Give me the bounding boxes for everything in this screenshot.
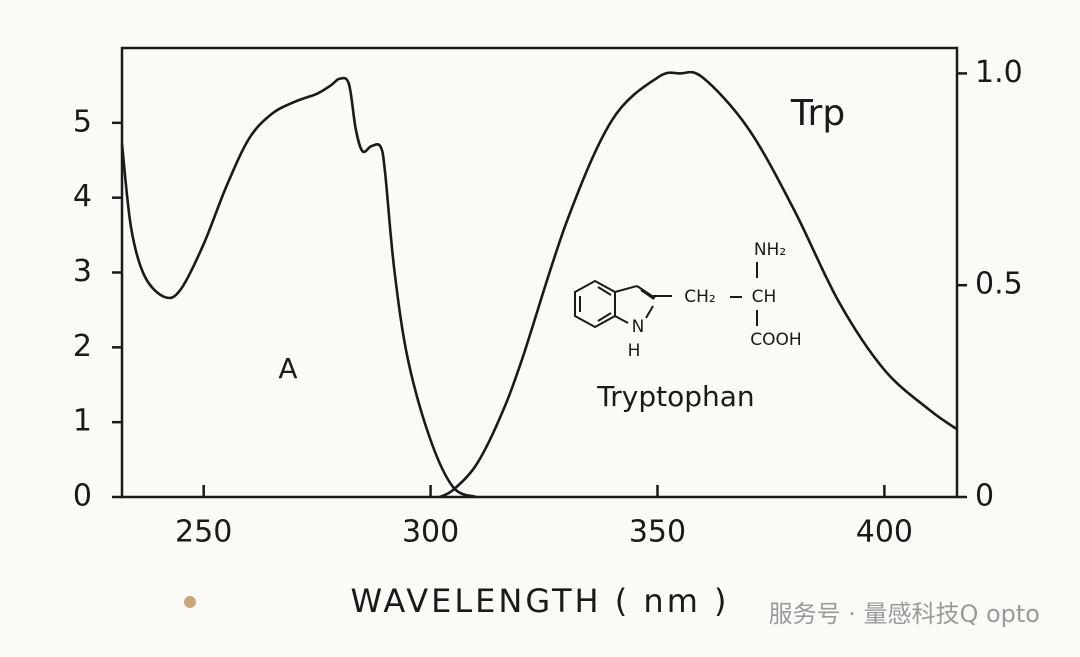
- x-tick-label: 350: [629, 515, 686, 550]
- data-line: [439, 70, 958, 499]
- y-tick-label: 5: [73, 104, 92, 139]
- y-tick-label: 2: [73, 329, 92, 364]
- structure-label: COOH: [750, 330, 801, 350]
- speck: [184, 596, 196, 608]
- y2-tick-label: 1.0: [975, 55, 1023, 90]
- structure-label: N: [632, 317, 645, 337]
- y2-tick-label: 0: [975, 479, 994, 514]
- y-tick-label: 1: [73, 404, 92, 439]
- structure-label: NH₂: [754, 240, 786, 260]
- y-tick-label: 4: [73, 179, 92, 214]
- y-tick-label: 0: [73, 479, 92, 514]
- x-tick-label: 400: [856, 515, 913, 550]
- y2-tick-label: 0.5: [975, 267, 1023, 302]
- structure-label: CH: [752, 287, 777, 307]
- x-tick-label: 250: [175, 515, 232, 550]
- annotation: Tryptophan: [596, 380, 754, 413]
- x-axis-label: WAVELENGTH ( nm ): [350, 582, 729, 620]
- y-tick-label: 3: [73, 254, 92, 289]
- annotation: Trp: [790, 93, 845, 134]
- data-line: [120, 76, 477, 499]
- x-tick-label: 300: [402, 515, 459, 550]
- watermark: 服务号 · 量感科技Q opto: [769, 600, 1040, 628]
- structure-label: CH₂: [684, 287, 715, 307]
- molecule-structure: [574, 262, 758, 329]
- structure-label: H: [628, 341, 641, 361]
- annotation: A: [278, 352, 297, 385]
